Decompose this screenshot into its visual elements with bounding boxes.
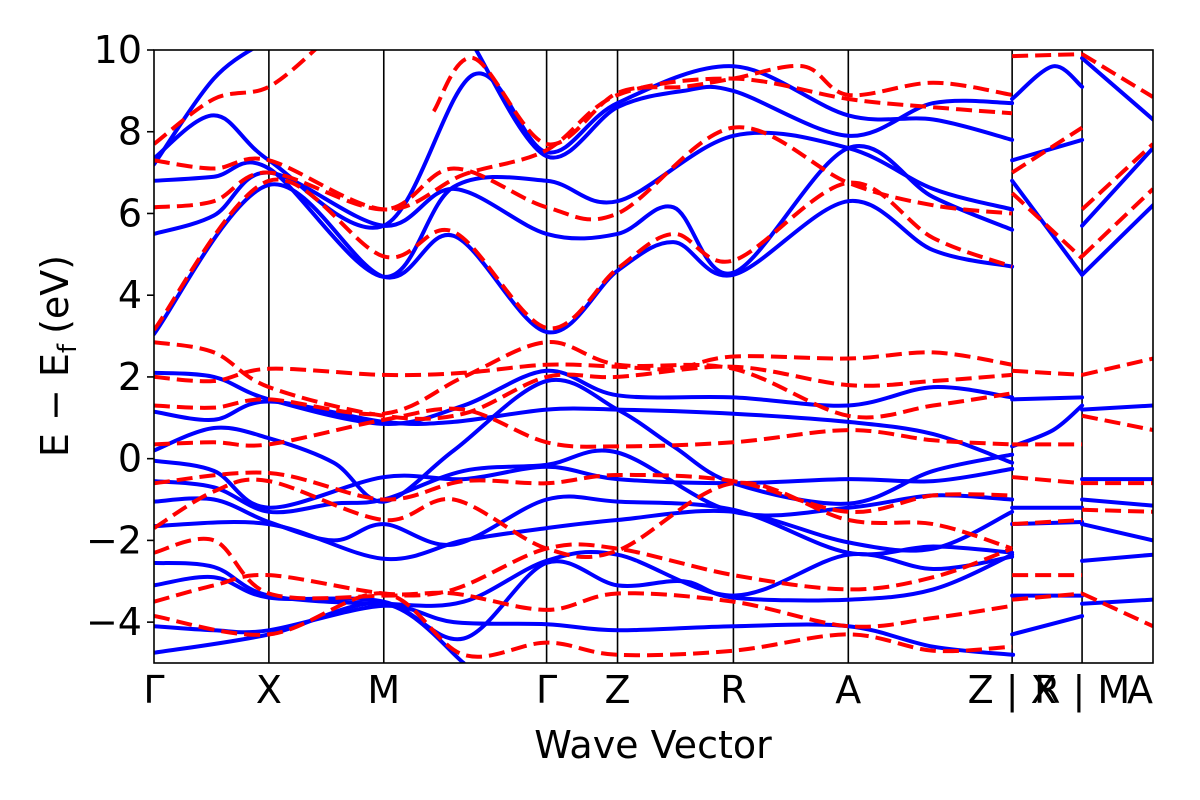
y-tick-label: 6 bbox=[118, 191, 142, 235]
bands-dashed-band-4 bbox=[154, 470, 1013, 514]
bands-solid-band-22 bbox=[1010, 614, 1085, 637]
bands-dashed-band-5 bbox=[154, 406, 1013, 449]
y-axis-label-main: E − E bbox=[33, 353, 77, 457]
y-axis-label: E − Ef (eV) bbox=[33, 255, 83, 457]
bands-solid-band-7 bbox=[154, 458, 1015, 510]
bands-solid-band-32 bbox=[1080, 203, 1153, 277]
y-tick-label: 2 bbox=[118, 355, 142, 399]
x-tick-label: R bbox=[720, 668, 746, 712]
bands-dashed-band-10 bbox=[154, 125, 1013, 222]
bands-solid-band-5 bbox=[154, 494, 1015, 557]
y-axis-label-unit: (eV) bbox=[33, 255, 77, 334]
bands-dashed-band-12 bbox=[154, 50, 318, 146]
y-axis-ticks: 10 8 6 4 2 0 −2 −4 bbox=[86, 28, 154, 644]
bands-dashed-band-17 bbox=[1012, 517, 1083, 527]
bands-solid-band-13 bbox=[154, 130, 1015, 279]
bands-dashed-band-20 bbox=[1010, 191, 1084, 260]
bands-solid-band-33 bbox=[1080, 146, 1153, 228]
bands-solid-band-9 bbox=[154, 399, 1015, 465]
bands-dashed-band-26 bbox=[1082, 507, 1153, 514]
bands-solid-band-31 bbox=[1080, 403, 1153, 412]
x-tick-label: Γ bbox=[536, 668, 557, 712]
y-tick-label: 10 bbox=[94, 28, 142, 72]
bands-solid-band-30 bbox=[1080, 597, 1153, 606]
plot-area bbox=[154, 50, 1153, 663]
bands-dashed-band-13 bbox=[431, 56, 1013, 147]
bands-solid-band-8 bbox=[154, 377, 1015, 506]
bands-dashed-band-24 bbox=[1081, 413, 1153, 433]
bands-dashed-band-6 bbox=[154, 340, 1013, 420]
x-tick-label: A bbox=[1127, 668, 1153, 712]
bands-solid-band-29 bbox=[1080, 552, 1153, 563]
x-tick-label: Z | X bbox=[968, 668, 1057, 713]
bands-dashed-band-23 bbox=[1081, 356, 1153, 377]
x-tick-label: X bbox=[256, 668, 282, 712]
bands-dashed-band-30 bbox=[1081, 52, 1153, 99]
x-axis-label: Wave Vector bbox=[534, 723, 772, 767]
bands-solid-band-25 bbox=[1010, 137, 1085, 163]
x-tick-label: R | M bbox=[1034, 668, 1130, 713]
bands-dashed-band-7 bbox=[154, 340, 1013, 421]
bands-dashed-band-16 bbox=[1011, 475, 1083, 486]
bands-dashed-band-0 bbox=[154, 591, 1013, 659]
bands-solid-band-16 bbox=[473, 50, 1015, 160]
bands-dashed-band-11 bbox=[154, 76, 1013, 212]
bands-dashed-band-8 bbox=[154, 350, 1013, 384]
bands-solid-band-28 bbox=[1080, 522, 1153, 543]
bands-dashed-band-28 bbox=[1080, 187, 1153, 258]
y-tick-label: −2 bbox=[86, 518, 142, 562]
x-tick-label: Γ bbox=[143, 668, 164, 712]
bands-dashed-band-27 bbox=[1081, 591, 1153, 629]
bands-solid-band-24 bbox=[1010, 64, 1085, 101]
bands-dashed-band-21 bbox=[1011, 125, 1084, 175]
bands-solid-band-1 bbox=[154, 603, 1016, 657]
y-tick-label: 8 bbox=[118, 110, 142, 154]
bands-dashed-band-3 bbox=[154, 477, 1013, 560]
bands-dashed-band-29 bbox=[1080, 142, 1153, 211]
band-lines bbox=[154, 50, 1153, 663]
bands-solid-band-17 bbox=[1010, 395, 1085, 402]
y-axis-label-subscript: f bbox=[53, 343, 83, 353]
bands-solid-band-27 bbox=[1080, 497, 1153, 508]
bands-dashed-band-14 bbox=[1012, 368, 1083, 377]
bands-dashed-band-9 bbox=[154, 177, 1013, 332]
plot-frame bbox=[153, 49, 1154, 664]
x-tick-label: Z bbox=[605, 668, 631, 712]
y-tick-label: −4 bbox=[86, 600, 142, 644]
y-tick-label: 4 bbox=[118, 273, 142, 317]
bands-solid-band-34 bbox=[1080, 56, 1153, 122]
x-tick-label: M bbox=[367, 668, 400, 712]
bands-dashed-band-1 bbox=[154, 572, 1013, 629]
x-tick-label: A bbox=[835, 668, 861, 712]
bands-dashed-band-19 bbox=[1011, 591, 1083, 602]
bands-dashed-band-22 bbox=[1012, 52, 1083, 59]
y-tick-label: 0 bbox=[118, 437, 142, 481]
